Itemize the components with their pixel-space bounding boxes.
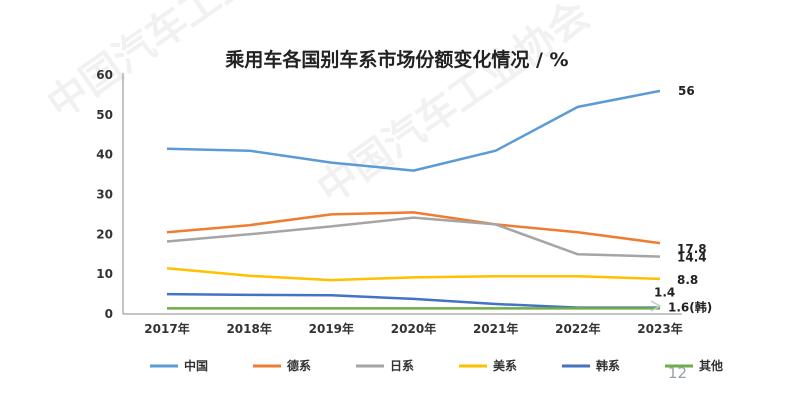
end-value-label: 1.4: [654, 285, 675, 299]
y-tick-label: 20: [96, 227, 113, 241]
chart-title: 乘用车各国别车系市场份额变化情况 / %: [224, 48, 568, 71]
x-tick-label: 2020年: [391, 321, 436, 336]
watermark-text: 中国汽车工业协会: [309, 0, 598, 213]
end-value-label: 8.8: [677, 273, 698, 287]
legend-label: 韩系: [596, 358, 620, 373]
x-tick-label: 2019年: [309, 321, 354, 336]
y-tick-label: 30: [96, 188, 113, 202]
x-tick-label: 2021年: [473, 321, 518, 336]
page-number: 12: [668, 364, 687, 382]
end-value-label: 14.4: [677, 251, 707, 265]
series-line: [166, 211, 661, 245]
end-labels: 56 17.814.4 8.81.41.6(韩): [654, 84, 712, 315]
y-tick-label: 60: [96, 68, 113, 82]
series-lines: [166, 89, 661, 310]
legend-label: 其他: [699, 358, 723, 373]
series-line: [166, 89, 661, 172]
legend-label: 日系: [390, 358, 414, 373]
y-axis-ticks: 0 10 20 30 40 50 60: [96, 68, 113, 321]
series-line: [166, 292, 660, 309]
y-tick-label: 40: [96, 148, 113, 162]
series-line: [166, 266, 661, 282]
x-tick-label: 2018年: [226, 321, 271, 336]
end-value-label: 56: [678, 84, 695, 98]
y-tick-label: 10: [96, 267, 113, 281]
arrow-icon: [650, 300, 662, 312]
legend-label: 德系: [287, 358, 311, 373]
y-tick-label: 0: [105, 307, 113, 321]
end-value-label: 1.6(韩): [668, 300, 712, 315]
legend-label: 美系: [493, 358, 517, 373]
x-tick-label: 2017年: [144, 321, 189, 336]
series-line: [166, 216, 661, 258]
end-value-label: 17.8: [677, 242, 707, 256]
legend-label: 中国: [184, 358, 208, 373]
legend: 中国 德系 日系 美系 韩系 其他: [150, 358, 723, 373]
x-axis-ticks: 2017年 2018年 2019年 2020年 2021年 2022年 2023年: [144, 321, 682, 336]
x-tick-label: 2023年: [637, 321, 682, 336]
x-tick-label: 2022年: [555, 321, 600, 336]
y-tick-label: 50: [96, 108, 113, 122]
